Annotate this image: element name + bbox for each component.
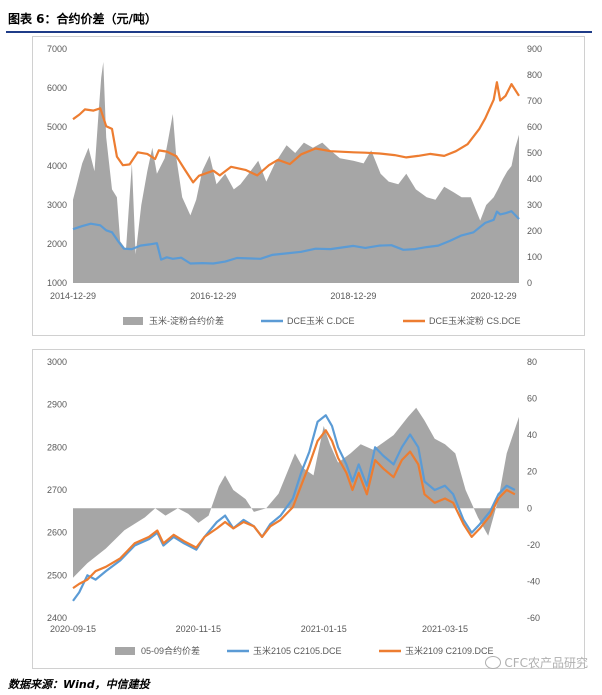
y-left-tick-label: 4000: [47, 161, 67, 171]
y-left-tick-label: 2000: [47, 239, 67, 249]
y-right-tick-label: 0: [527, 503, 532, 513]
y-left-tick-label: 2700: [47, 485, 67, 495]
legend-swatch: [123, 317, 143, 325]
x-tick-label: 2021-03-15: [422, 624, 468, 634]
y-right-tick-label: 800: [527, 70, 542, 80]
y-left-tick-label: 5000: [47, 122, 67, 132]
y-left-tick-label: 1000: [47, 278, 67, 288]
y-left-tick-label: 2900: [47, 400, 67, 410]
source-note: 数据来源：Wind，中信建投: [8, 678, 150, 691]
y-right-tick-label: 40: [527, 430, 537, 440]
y-left-tick-label: 2500: [47, 570, 67, 580]
legend-swatch: [115, 647, 135, 655]
y-right-tick-label: 700: [527, 96, 542, 106]
y-left-tick-label: 3000: [47, 200, 67, 210]
legend-label: 玉米-淀粉合约价差: [149, 315, 224, 326]
y-right-tick-label: 300: [527, 200, 542, 210]
x-tick-label: 2018-12-29: [330, 291, 376, 301]
legend-label: 05-09合约价差: [141, 645, 200, 656]
x-tick-label: 2016-12-29: [190, 291, 236, 301]
watermark-text: CFC农产品研究: [504, 656, 588, 670]
y-left-tick-label: 7000: [47, 44, 67, 54]
series-line-2: [72, 81, 520, 184]
y-left-tick-label: 2400: [47, 613, 67, 623]
series-line-1: [72, 210, 520, 265]
y-right-tick-label: 600: [527, 122, 542, 132]
y-right-tick-label: 200: [527, 226, 542, 236]
legend-label: DCE玉米 C.DCE: [287, 315, 355, 326]
wechat-icon: [485, 656, 502, 669]
watermark: CFC农产品研究: [485, 654, 588, 671]
figure-title: 图表 6：合约价差（元/吨）: [8, 12, 157, 26]
y-left-tick-label: 2800: [47, 442, 67, 452]
x-tick-label: 2020-11-15: [176, 624, 221, 634]
y-left-tick-label: 2600: [47, 528, 67, 538]
y-right-tick-label: 0: [527, 278, 532, 288]
y-right-tick-label: 60: [527, 394, 537, 404]
series-area-0: [73, 407, 519, 578]
x-tick-label: 2020-12-29: [471, 291, 517, 301]
x-tick-label: 2021-01-15: [301, 624, 347, 634]
title-rule: [6, 31, 592, 33]
y-right-tick-label: 20: [527, 467, 537, 477]
x-tick-label: 2020-09-15: [50, 624, 96, 634]
y-left-tick-label: 3000: [47, 357, 67, 367]
y-right-tick-label: -40: [527, 576, 540, 586]
y-right-tick-label: 100: [527, 252, 542, 262]
y-right-tick-label: 900: [527, 44, 542, 54]
y-right-tick-label: -60: [527, 613, 540, 623]
series-line-2: [72, 429, 516, 590]
y-right-tick-label: 400: [527, 174, 542, 184]
y-right-tick-label: -20: [527, 540, 540, 550]
series-area-0: [73, 62, 519, 283]
chart-top-frame: 1000 2000 3000 4000 5000 6000 7000 0 100 200 300 40…: [32, 36, 585, 336]
x-tick-label: 2014-12-29: [50, 291, 96, 301]
legend-label: 玉米2105 C2105.DCE: [253, 645, 342, 656]
legend-label: DCE玉米淀粉 CS.DCE: [429, 315, 521, 326]
chart-top: 1000 2000 3000 4000 5000 6000 7000 0 100 200 300 40…: [47, 44, 542, 326]
chart-bottom: 2400 2500 2600 2700 2800 2900 3000 -60 -40 -20 0 20…: [47, 357, 540, 656]
y-right-tick-label: 500: [527, 148, 542, 158]
chart-bottom-frame: 2400 2500 2600 2700 2800 2900 3000 -60 -40 -20 0 20…: [32, 349, 585, 669]
legend-label: 玉米2109 C2109.DCE: [405, 645, 494, 656]
y-right-tick-label: 80: [527, 357, 537, 367]
y-left-tick-label: 6000: [47, 83, 67, 93]
